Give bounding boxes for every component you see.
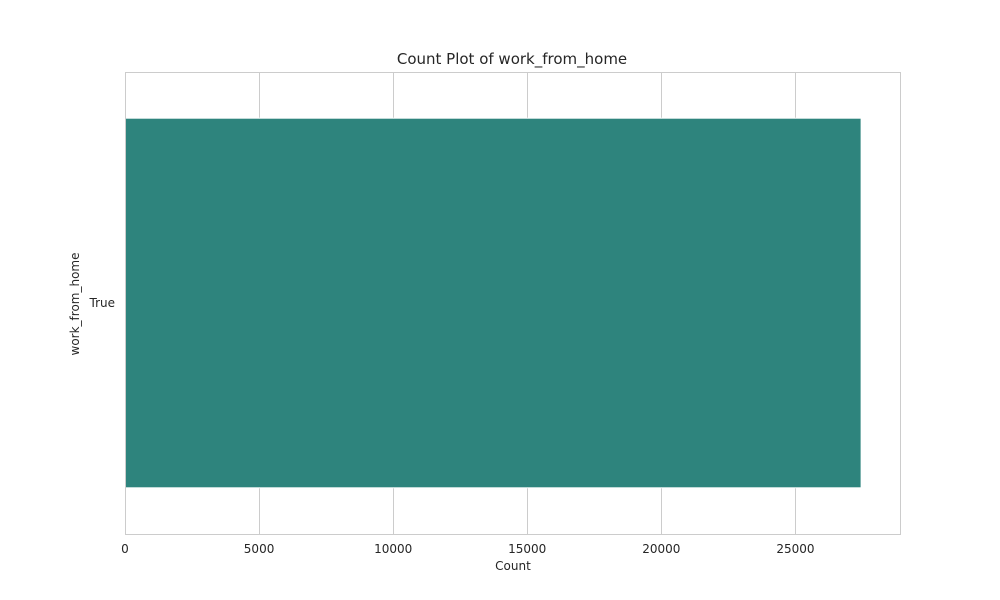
y-axis-label: work_from_home: [68, 253, 82, 356]
x-tick-label: 25000: [776, 542, 814, 556]
x-tick-label: 5000: [244, 542, 275, 556]
chart-title: Count Plot of work_from_home: [397, 50, 627, 69]
x-tick-label: 20000: [642, 542, 680, 556]
y-ticks: True: [89, 296, 116, 310]
x-tick-label: 10000: [374, 542, 412, 556]
bars: [124, 117, 862, 489]
y-tick-label: True: [89, 296, 116, 310]
plot-frame: [125, 72, 901, 535]
x-axis-label: Count: [495, 559, 531, 573]
x-tick-label: 15000: [508, 542, 546, 556]
x-ticks: 0 5000 10000 15000 20000 25000: [121, 542, 814, 556]
bar-true: [124, 117, 862, 489]
x-tick-label: 0: [121, 542, 129, 556]
